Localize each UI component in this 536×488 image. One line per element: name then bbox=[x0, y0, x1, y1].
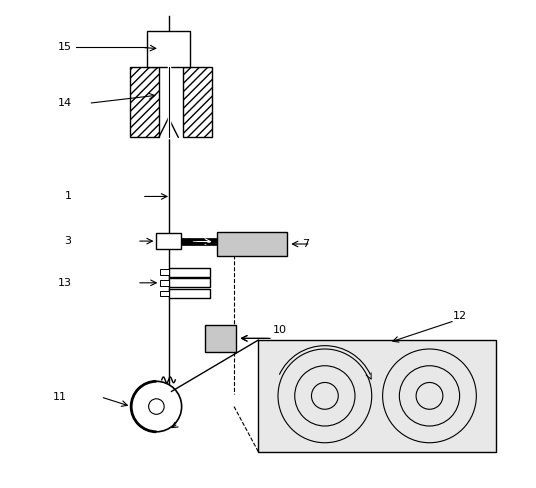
Text: 13: 13 bbox=[57, 278, 71, 288]
Bar bbox=[147, 31, 190, 67]
Circle shape bbox=[131, 381, 182, 432]
Text: 15: 15 bbox=[57, 42, 71, 53]
Bar bbox=[160, 280, 168, 286]
Text: 12: 12 bbox=[452, 311, 466, 321]
Bar bbox=[183, 67, 212, 137]
Bar bbox=[217, 232, 287, 256]
Text: 14: 14 bbox=[57, 98, 71, 108]
Bar bbox=[168, 268, 210, 277]
Bar bbox=[168, 289, 210, 298]
Bar bbox=[130, 67, 159, 137]
Bar bbox=[205, 325, 236, 352]
Bar bbox=[181, 238, 217, 245]
Text: 1: 1 bbox=[64, 191, 71, 202]
Circle shape bbox=[148, 399, 164, 414]
Text: 11: 11 bbox=[53, 392, 66, 402]
Bar bbox=[168, 279, 210, 287]
Bar bbox=[160, 290, 168, 296]
Bar bbox=[160, 269, 168, 275]
Bar bbox=[157, 233, 181, 249]
Text: 10: 10 bbox=[273, 325, 287, 335]
Bar bbox=[258, 340, 496, 452]
Text: 3: 3 bbox=[64, 236, 71, 246]
Text: 7: 7 bbox=[302, 239, 309, 249]
